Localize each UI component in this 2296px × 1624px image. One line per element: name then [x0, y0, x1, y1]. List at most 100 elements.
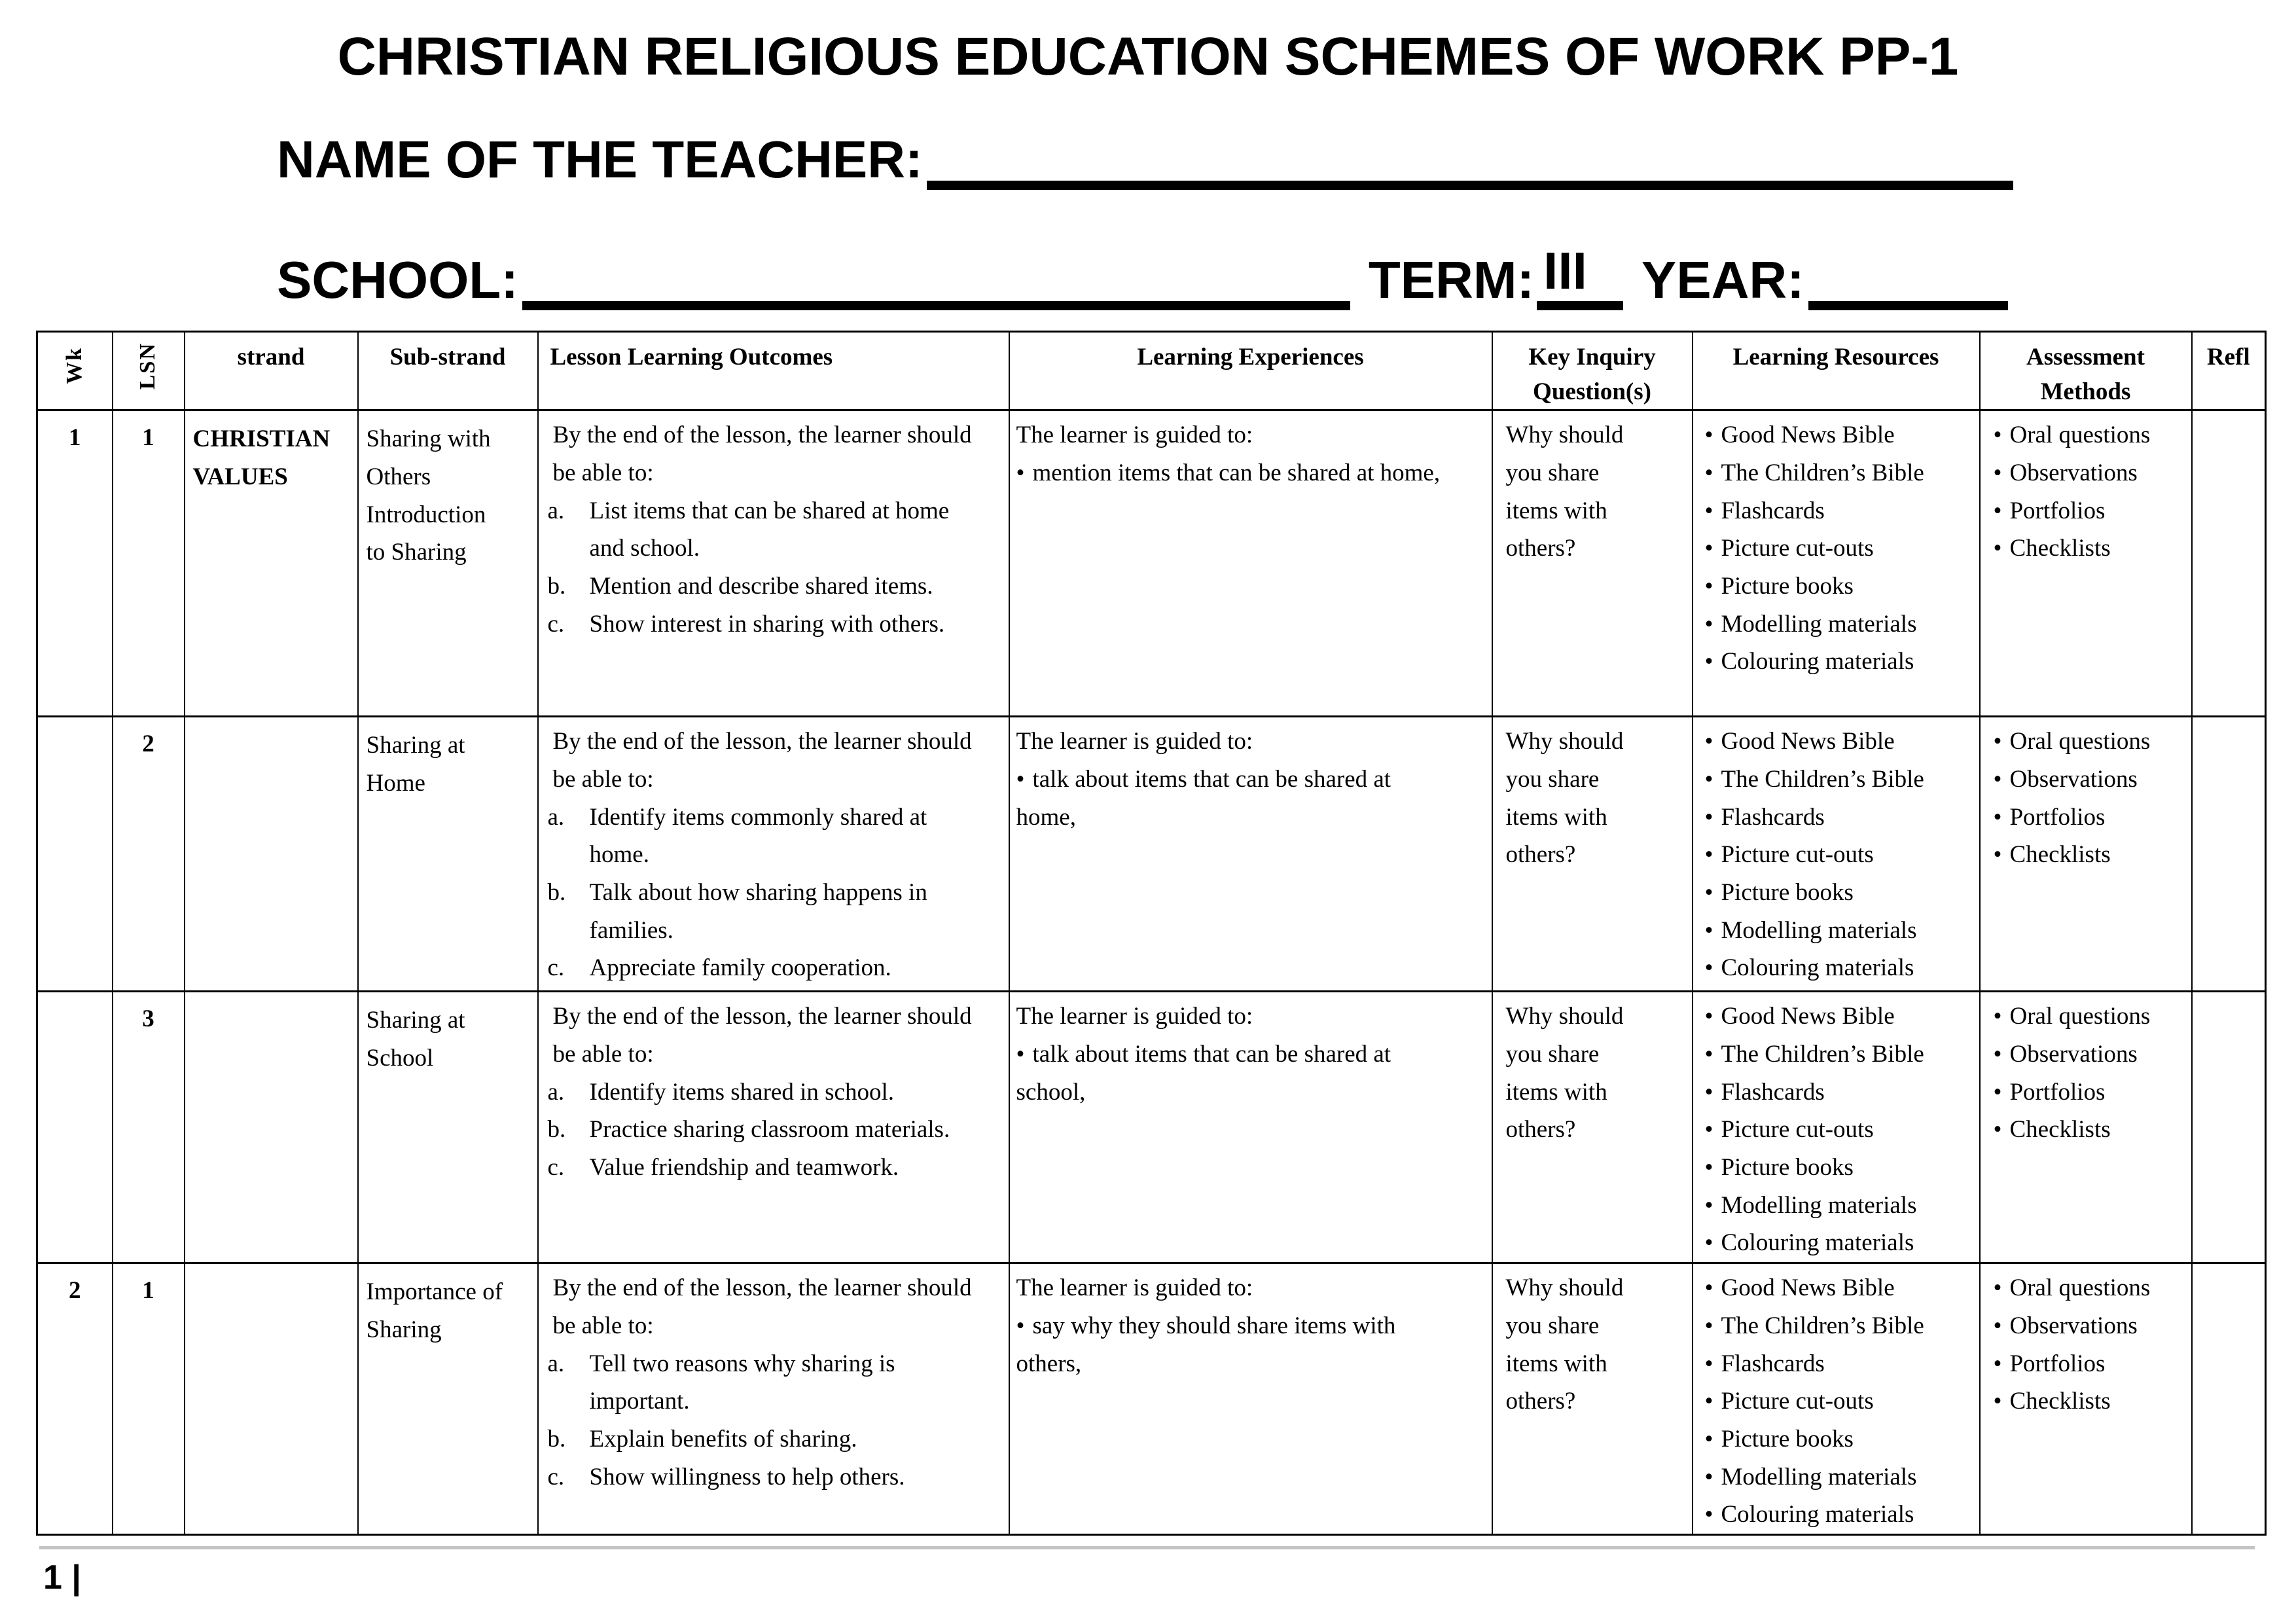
- list-text: Modelling materials: [1721, 1191, 1917, 1219]
- list-marker: •: [1704, 954, 1713, 982]
- list-marker: •: [1704, 878, 1713, 906]
- list-item: • Colouring materials: [1705, 949, 1973, 987]
- list-marker: •: [1704, 1388, 1713, 1415]
- list-item: • Colouring materials: [1705, 643, 1973, 681]
- list-marker: •: [1016, 1312, 1025, 1339]
- list-item: c. Appreciate family cooperation.: [544, 949, 984, 987]
- list-item: • Oral questions: [1994, 416, 2168, 454]
- list-item: b. Practice sharing classroom materials.: [544, 1111, 984, 1149]
- cell-sub-strand: Sharing at Home: [357, 715, 539, 992]
- cell-refl: [2191, 990, 2267, 1264]
- cell-strand: [183, 1262, 359, 1536]
- list-item: • Checklists: [1994, 1382, 2168, 1420]
- list-text: The Children’s Bible: [1721, 1040, 1924, 1068]
- cell-key-inquiry: Why should you share items with others?: [1491, 990, 1693, 1264]
- list-item: • Good News Bible: [1705, 1269, 1973, 1307]
- cell-outcomes: By the end of the lesson, the learner sh…: [537, 715, 1010, 992]
- outcomes-list: a. Identify items commonly shared at home…: [544, 799, 984, 988]
- term-value: III: [1537, 241, 1623, 310]
- cell-wk: [36, 715, 113, 992]
- list-text: Identify items shared in school.: [589, 1078, 894, 1106]
- list-marker: •: [1704, 1078, 1713, 1106]
- list-text: Colouring materials: [1721, 648, 1914, 676]
- list-marker: •: [1993, 765, 2002, 793]
- list-item: • Modelling materials: [1705, 605, 1973, 643]
- cell-experiences: The learner is guided to: • talk about it…: [1008, 715, 1493, 992]
- list-text: Show interest in sharing with others.: [589, 610, 945, 638]
- list-marker: •: [1704, 1425, 1713, 1453]
- list-text: Portfolios: [2009, 497, 2106, 524]
- header-learning-resources: Learning Resources: [1691, 331, 1981, 411]
- list-text: Flashcards: [1721, 497, 1825, 524]
- list-marker: b.: [547, 878, 566, 906]
- cell-outcomes: By the end of the lesson, the learner sh…: [537, 990, 1010, 1264]
- list-text: Mention and describe shared items.: [589, 572, 933, 600]
- cell-experiences: The learner is guided to: • say why they …: [1008, 1262, 1493, 1536]
- list-item: a. Identify items commonly shared at home…: [544, 799, 984, 874]
- list-text: Good News Bible: [1721, 728, 1895, 755]
- outcomes-list: a. Tell two reasons why sharing is import…: [544, 1345, 984, 1496]
- list-text: Modelling materials: [1721, 916, 1917, 944]
- list-item: • Picture books: [1705, 568, 1973, 605]
- list-marker: •: [1704, 765, 1713, 793]
- list-text: Value friendship and teamwork.: [589, 1153, 899, 1181]
- schemes-of-work-table: Wk LSN strand Sub-strand Lesson Learning…: [36, 331, 2267, 1536]
- header-strand: strand: [183, 331, 359, 411]
- list-text: Picture books: [1721, 572, 1854, 600]
- list-marker: •: [1993, 535, 2002, 562]
- list-item: • Oral questions: [1994, 998, 2168, 1036]
- experiences-list: • talk about items that can be shared at …: [1016, 1036, 1452, 1111]
- cell-lsn: 1: [111, 409, 185, 717]
- experiences-intro: The learner is guided to:: [1016, 1274, 1253, 1302]
- header-lesson-learning-outcomes: Lesson Learning Outcomes: [537, 331, 1010, 411]
- list-item: • Picture cut-outs: [1705, 1111, 1973, 1149]
- cell-resources: • Good News Bible • The Children’s Bible • Fl…: [1691, 990, 1981, 1264]
- cell-outcomes: By the end of the lesson, the learner sh…: [537, 1262, 1010, 1536]
- list-marker: •: [1704, 648, 1713, 676]
- assessment-list: • Oral questions • Observations • Portfolios •…: [1994, 723, 2168, 874]
- table-row: 2 1 Importance of Sharing By the end of …: [36, 1262, 2267, 1536]
- list-item: c. Show willingness to help others.: [544, 1458, 984, 1496]
- list-marker: a.: [547, 803, 565, 831]
- list-marker: b.: [547, 1116, 566, 1144]
- cell-experiences: The learner is guided to: • mention items…: [1008, 409, 1493, 717]
- list-item: • say why they should share items with ot…: [1016, 1307, 1452, 1382]
- cell-assessment: • Oral questions • Observations • Portfolios •…: [1979, 1262, 2193, 1536]
- list-item: • The Children’s Bible: [1705, 1036, 1973, 1074]
- list-item: c. Show interest in sharing with others.: [544, 605, 984, 643]
- year-blank-line: [1808, 255, 2008, 310]
- list-item: • The Children’s Bible: [1705, 1307, 1973, 1345]
- list-text: Practice sharing classroom materials.: [589, 1116, 950, 1144]
- list-text: mention items that can be shared at home…: [1032, 459, 1441, 486]
- cell-refl: [2191, 1262, 2267, 1536]
- header-refl: Refl: [2191, 331, 2267, 411]
- list-marker: •: [1704, 916, 1713, 944]
- table-header-row: Wk LSN strand Sub-strand Lesson Learning…: [36, 331, 2267, 411]
- term-label: TERM:: [1368, 251, 1535, 309]
- resources-list: • Good News Bible • The Children’s Bible • Fl…: [1705, 416, 1973, 681]
- assessment-list: • Oral questions • Observations • Portfolios •…: [1994, 416, 2168, 568]
- list-item: b. Mention and describe shared items.: [544, 568, 984, 605]
- cell-refl: [2191, 409, 2267, 717]
- list-item: a. Identify items shared in school.: [544, 1074, 984, 1111]
- teacher-label: NAME OF THE TEACHER:: [277, 130, 923, 189]
- list-item: • Modelling materials: [1705, 912, 1973, 950]
- list-text: Colouring materials: [1721, 1229, 1914, 1257]
- list-item: b. Explain benefits of sharing.: [544, 1420, 984, 1458]
- page-number: 1 |: [43, 1559, 81, 1597]
- school-label: SCHOOL:: [277, 251, 518, 309]
- list-text: Picture books: [1721, 1153, 1854, 1181]
- list-text: Portfolios: [2009, 1078, 2106, 1106]
- header-wk: Wk: [36, 331, 113, 411]
- list-text: Talk about how sharing happens in famili…: [589, 878, 927, 944]
- list-item: • Checklists: [1994, 1111, 2168, 1149]
- school-blank-line: [522, 255, 1350, 310]
- list-marker: •: [1704, 459, 1713, 486]
- header-learning-experiences: Learning Experiences: [1008, 331, 1493, 411]
- list-item: • Oral questions: [1994, 723, 2168, 761]
- list-marker: •: [1993, 1312, 2002, 1339]
- list-marker: •: [1704, 841, 1713, 869]
- list-item: • mention items that can be shared at hom…: [1016, 454, 1452, 492]
- list-text: Picture books: [1721, 1425, 1854, 1453]
